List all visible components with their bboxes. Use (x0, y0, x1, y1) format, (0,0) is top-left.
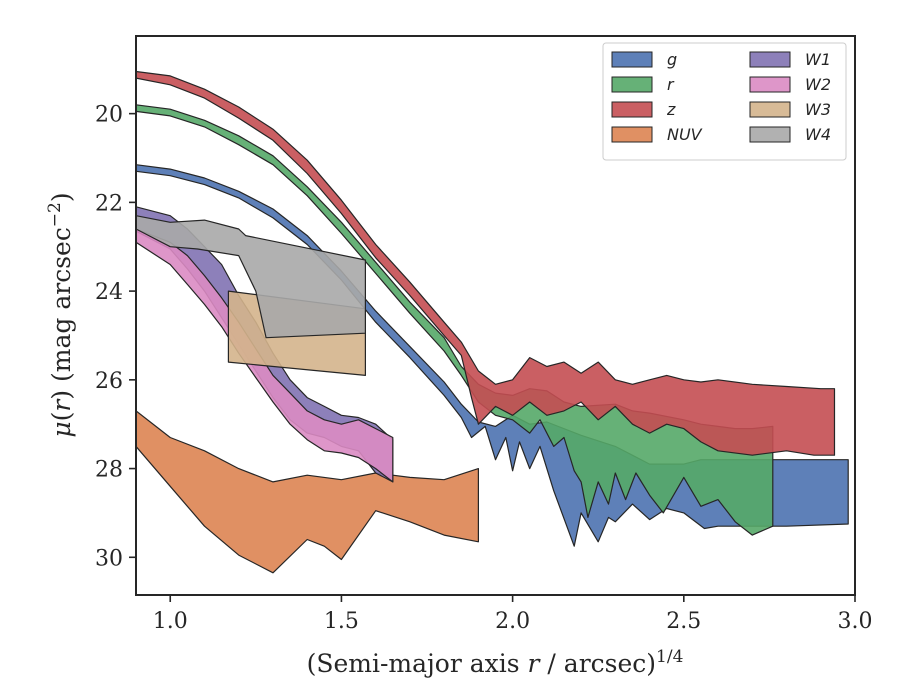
legend-swatch-w3 (749, 101, 791, 118)
legend-swatch-w1 (749, 51, 791, 68)
legend-label-w1: W1 (805, 50, 831, 69)
legend-swatch-nuv (611, 126, 653, 143)
band-g (136, 164, 849, 547)
plot-frame (135, 35, 856, 596)
legend-label-w4: W4 (805, 125, 831, 144)
legend-label-g: g (667, 50, 677, 69)
y-axis-title: μ(r) (mag arcsec−2) (45, 192, 76, 437)
x-tick-label-0: 1.0 (153, 609, 188, 634)
x-tick-label-3: 2.5 (666, 609, 701, 634)
legend: grz NUV W1 W2 W3 W4 (602, 42, 847, 161)
x-tick-label-1: 1.5 (324, 609, 359, 634)
legend-swatch-r (611, 76, 653, 93)
x-tick-label-2: 2.0 (495, 609, 530, 634)
legend-swatch-z (611, 101, 653, 118)
axis-ticks: 1.0 1.5 2.0 2.5 3.0 20 22 24 26 28 30 (95, 103, 873, 634)
legend-swatch-w4 (749, 126, 791, 143)
band-w4 (136, 215, 366, 339)
profile-bands (136, 70, 849, 574)
legend-label-w3: W3 (805, 100, 831, 119)
y-tick-label-0: 20 (95, 103, 123, 128)
legend-label-nuv: NUV (667, 125, 703, 144)
y-tick-label-4: 28 (95, 458, 123, 483)
y-tick-label-5: 30 (95, 546, 123, 571)
y-tick-label-2: 24 (95, 280, 123, 305)
legend-label-w2: W2 (805, 75, 831, 94)
band-nuv (136, 410, 479, 574)
band-z (136, 70, 836, 456)
x-tick-label-4: 3.0 (838, 609, 873, 634)
legend-label-r: r (667, 75, 675, 94)
legend-swatch-w2 (749, 76, 791, 93)
y-tick-label-3: 26 (95, 369, 123, 394)
y-tick-label-1: 22 (95, 191, 123, 216)
legend-swatch-g (611, 51, 653, 68)
legend-label-z: z (666, 100, 676, 119)
x-axis-title: (Semi-major axis r / arcsec)1/4 (307, 647, 684, 678)
